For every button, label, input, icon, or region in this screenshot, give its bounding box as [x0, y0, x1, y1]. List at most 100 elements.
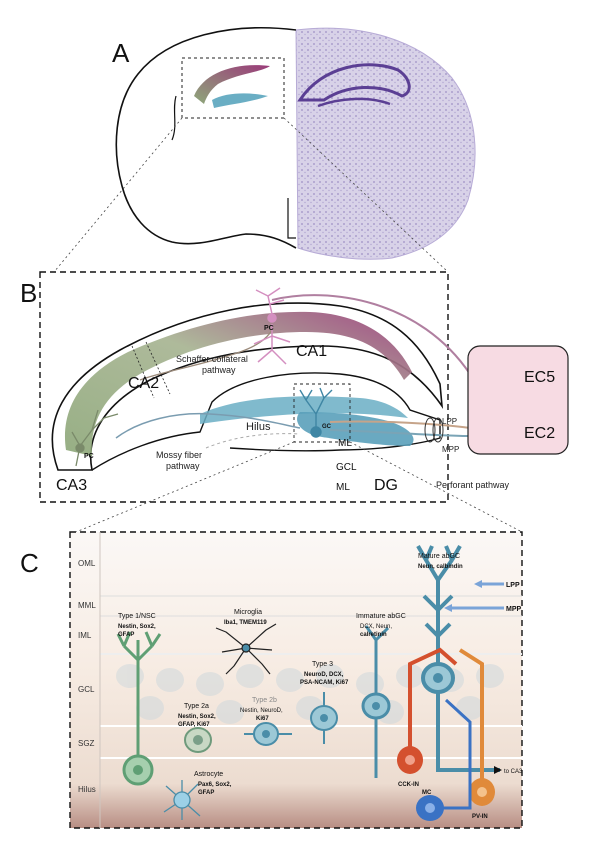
immature-title: Immature abGC: [356, 613, 406, 620]
mc-label: MC: [422, 790, 432, 796]
hippocampus-outline: [51, 302, 444, 471]
lpp-arrowhead: [474, 580, 482, 588]
to-ca3-arrowhead: [494, 766, 502, 774]
schaffer-label-2: pathway: [202, 365, 236, 375]
nissl-dg: [317, 97, 391, 108]
astrocyte-markers-2: GFAP: [198, 790, 214, 796]
panel-c-box: [69, 531, 523, 829]
lpp-c-label: LPP: [506, 582, 520, 589]
ca1-label: CA1: [296, 343, 327, 360]
mature-abgc-cell: [416, 545, 500, 772]
ca3-pyramidal-cell: [71, 409, 119, 467]
ca1-ec-line: [271, 294, 510, 375]
panel-a: A: [53, 27, 476, 273]
gcl-label: GCL: [336, 462, 357, 473]
mature-markers: Neun, calbindin: [418, 564, 463, 570]
mossy-label-2: pathway: [166, 461, 200, 471]
immature-markers-2: calretinin: [360, 632, 387, 638]
cck-label: CCK-IN: [398, 782, 419, 788]
astrocyte-cell: [163, 780, 201, 820]
hilus-dashes: [205, 433, 301, 449]
brain-outline: [115, 27, 297, 249]
type2b-markers-1: Nestin, NeuroD,: [240, 708, 283, 714]
nissl-hemisphere: [295, 27, 476, 260]
type2a-markers-2: GFAP, Ki67: [178, 722, 210, 728]
mpp-label: MPP: [442, 445, 459, 454]
ml-lower-label: ML: [336, 482, 350, 493]
type2b-title: Type 2b: [252, 697, 277, 704]
layer-label-mml: MML: [78, 601, 96, 610]
granule-cell: [299, 387, 333, 438]
schaffer-label-1: Schaffer collateral: [176, 354, 248, 364]
dg-outline: [91, 372, 441, 471]
dg-gcl: [297, 412, 414, 446]
layer-label-gcl: GCL: [78, 685, 95, 694]
perforant-ring-1: [424, 417, 436, 443]
mpp-c-label: MPP: [506, 606, 522, 613]
mini-dg: [212, 93, 268, 108]
ca2-label: CA2: [128, 375, 159, 392]
type3-cell: [310, 692, 338, 744]
mpp-arrowhead: [444, 604, 452, 612]
zoom-line-c-left: [75, 441, 295, 533]
perforant-ring-2: [432, 417, 444, 443]
type1-nsc-cell: [116, 631, 162, 786]
entorhinal-cortex-box: [467, 345, 569, 455]
ec2-label: EC2: [524, 425, 555, 442]
panel-c: C OML MML IML GCL SGZ Hilus: [20, 531, 523, 829]
microglia-cell: [215, 623, 277, 675]
lpp-line: [329, 420, 510, 429]
layer-label-iml: IML: [78, 631, 92, 640]
panel-b: B: [20, 271, 569, 533]
brain-sulcus: [171, 95, 177, 141]
zoom-line-left: [53, 117, 183, 273]
ml-upper-label: ML: [338, 438, 352, 449]
layer-label-hilus: Hilus: [78, 785, 96, 794]
type2a-markers-1: Nestin, Sox2,: [178, 714, 216, 720]
ca-band: [64, 311, 412, 456]
pc-bottom-label: PC: [84, 453, 94, 460]
ec5-label: EC5: [524, 369, 555, 386]
mini-ca: [194, 65, 270, 104]
microglia-markers: Iba1, TMEM119: [224, 620, 267, 626]
type3-markers-1: NeuroD, DCX,: [304, 672, 344, 678]
lpp-label: LPP: [442, 417, 457, 426]
ca2-boundary-1: [145, 341, 171, 395]
cck-interneuron: [397, 647, 458, 774]
layer-label-oml: OML: [78, 559, 96, 568]
pc-top-label: PC: [264, 325, 274, 332]
panel-c-label: C: [20, 548, 39, 578]
panel-a-label: A: [112, 38, 130, 68]
ca3-label: CA3: [56, 477, 87, 494]
nissl-hippocampus: [297, 63, 411, 102]
type2b-markers-2: Ki67: [256, 716, 269, 722]
perforant-label: Perforant pathway: [436, 480, 510, 490]
ca2-boundary-2: [131, 345, 155, 399]
panel-b-label: B: [20, 278, 37, 308]
type1-markers-1: Nestin, Sox2,: [118, 624, 156, 630]
type2b-cell: [244, 722, 292, 746]
dg-label: DG: [374, 477, 398, 494]
immature-abgc-cell: [361, 625, 391, 778]
type2a-title: Type 2a: [184, 703, 209, 710]
astrocyte-markers-1: Pax6, Sox2,: [198, 782, 232, 788]
microglia-title: Microglia: [234, 609, 262, 616]
immature-markers-1: DCX, Neun,: [360, 624, 392, 630]
mossy-fiber-line: [115, 412, 301, 439]
type3-markers-2: PSA-NCAM, Ki67: [300, 680, 349, 686]
pv-label: PV-IN: [472, 814, 488, 820]
panel-a-inset-box: [181, 57, 285, 119]
gc-label: GC: [322, 424, 332, 430]
ca1-pyramidal-cell: [253, 287, 291, 365]
mature-title: Mature abGC: [418, 553, 460, 560]
pv-interneuron: [458, 648, 495, 806]
type2a-cell: [184, 727, 212, 753]
dg-upper-blade: [200, 396, 408, 424]
brain-ventricle: [287, 198, 296, 239]
astrocyte-title: Astrocyte: [194, 771, 223, 778]
zoom-line-c-right: [349, 441, 523, 533]
hilus-label: Hilus: [246, 421, 271, 433]
type3-title: Type 3: [312, 661, 333, 668]
panel-b-inset-box: [293, 383, 351, 443]
